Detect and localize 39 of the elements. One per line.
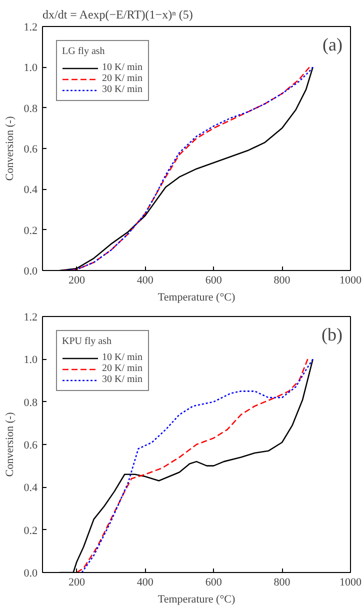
x-tick-label: 800 (274, 274, 291, 286)
x-tick-label: 200 (68, 576, 86, 588)
y-tick-label: 1.0 (24, 354, 38, 366)
legend-title: KPU fly ash (62, 336, 112, 347)
legend-label: 10 K/ min (102, 352, 143, 363)
y-axis-title: Conversion (-) (4, 412, 16, 477)
y-tick-label: 0.0 (24, 266, 38, 278)
x-tick-label: 200 (68, 274, 86, 286)
legend-label: 10 K/ min (102, 62, 143, 73)
y-axis-title: Conversion (-) (4, 116, 16, 181)
x-tick-label: 400 (136, 576, 154, 588)
text: dx/dt = Aexp(−E/RT)(1−x)ⁿ (5) (42, 8, 193, 22)
annotation: (a) (322, 34, 343, 54)
legend-label: 20 K/ min (102, 363, 143, 374)
x-tick-label: 1000 (340, 274, 362, 286)
legend-label: 20 K/ min (102, 73, 143, 84)
x-axis-title: Temperature (°C) (158, 292, 236, 304)
y-tick-label: 0.8 (24, 102, 38, 115)
x-tick-label: 600 (205, 576, 222, 588)
y-tick-label: 0.0 (24, 568, 38, 580)
y-tick-label: 1.0 (24, 62, 38, 74)
y-tick-label: 0.2 (24, 524, 38, 537)
y-tick-label: 0.8 (24, 396, 38, 409)
y-tick-label: 0.6 (24, 440, 38, 452)
legend-title: LG fly ash (62, 46, 106, 57)
y-tick-label: 0.6 (24, 144, 38, 156)
legend-label: 30 K/ min (102, 374, 143, 385)
y-tick-label: 0.4 (24, 184, 38, 196)
legend-label: 30 K/ min (102, 84, 143, 95)
y-tick-label: 0.2 (24, 224, 38, 237)
y-tick-label: 1.2 (24, 312, 38, 324)
annotation: (b) (322, 324, 343, 344)
x-axis-title: Temperature (°C) (158, 594, 236, 606)
y-tick-label: 0.4 (24, 482, 38, 494)
x-tick-label: 1000 (340, 576, 362, 588)
x-tick-label: 600 (205, 274, 222, 286)
x-tick-label: 800 (274, 576, 291, 588)
y-tick-label: 1.2 (24, 22, 38, 34)
x-tick-label: 400 (136, 274, 154, 286)
